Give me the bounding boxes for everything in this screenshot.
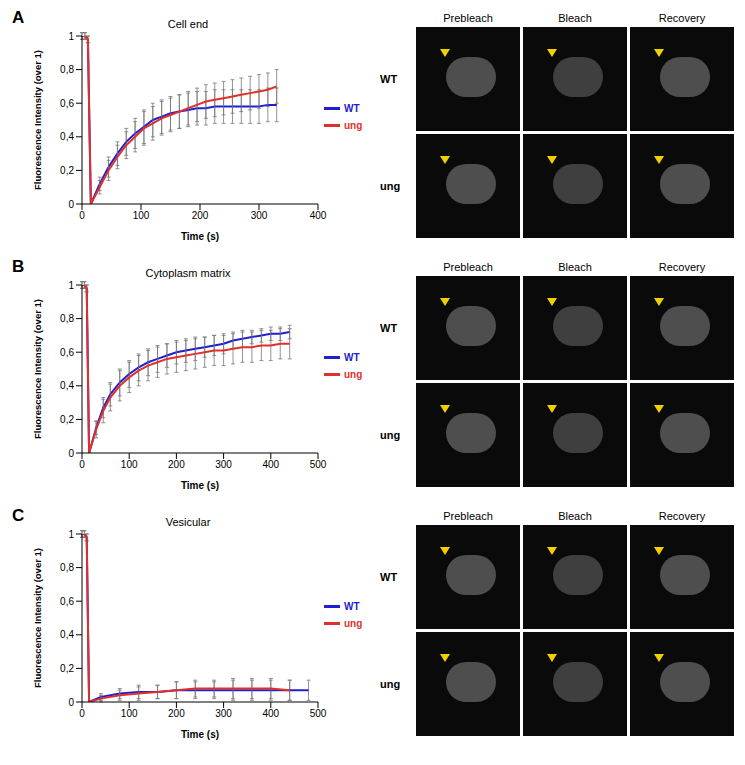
html-text:Bleach: Bleach bbox=[558, 12, 592, 24]
svg-text:0,2: 0,2 bbox=[60, 165, 74, 176]
svg-text:0,2: 0,2 bbox=[60, 414, 74, 425]
html-text:Prebleach: Prebleach bbox=[443, 261, 493, 273]
svg-text:0: 0 bbox=[79, 210, 85, 221]
svg-text:300: 300 bbox=[215, 708, 232, 719]
svg-text:300: 300 bbox=[251, 210, 268, 221]
svg-text:0,6: 0,6 bbox=[60, 596, 74, 607]
svg-text:1: 1 bbox=[68, 280, 74, 291]
svg-text:0: 0 bbox=[79, 708, 85, 719]
svg-text:200: 200 bbox=[168, 708, 185, 719]
svg-text:0,2: 0,2 bbox=[60, 663, 74, 674]
html-text:Cell end: Cell end bbox=[167, 18, 209, 30]
html-text:ung: ung bbox=[344, 618, 363, 629]
html-text:Recovery: Recovery bbox=[658, 261, 706, 273]
html-text:Bleach: Bleach bbox=[558, 261, 592, 273]
svg-text:0: 0 bbox=[79, 459, 85, 470]
html-text:WT: WT bbox=[344, 352, 360, 363]
html-text:Recovery: Recovery bbox=[658, 12, 706, 24]
html-text:WT: WT bbox=[344, 103, 360, 114]
svg-text:400: 400 bbox=[262, 708, 279, 719]
svg-text:0,6: 0,6 bbox=[60, 347, 74, 358]
svg-text:500: 500 bbox=[310, 708, 327, 719]
svg-text:0,8: 0,8 bbox=[60, 64, 74, 75]
html-text:WT: WT bbox=[380, 73, 398, 85]
svg-text:500: 500 bbox=[310, 459, 327, 470]
svg-text:Fluorescence Intensity (over 1: Fluorescence Intensity (over 1) bbox=[32, 548, 43, 688]
html-text:WT: WT bbox=[380, 322, 398, 334]
html-text:ung: ung bbox=[380, 180, 401, 192]
html-text:Cytoplasm matrix: Cytoplasm matrix bbox=[145, 267, 231, 279]
svg-text:Fluorescence Intensity (over 1: Fluorescence Intensity (over 1) bbox=[32, 50, 43, 190]
svg-text:0,6: 0,6 bbox=[60, 98, 74, 109]
html-text:Bleach: Bleach bbox=[558, 510, 592, 522]
svg-text:Time (s): Time (s) bbox=[181, 729, 219, 740]
svg-text:0,4: 0,4 bbox=[60, 629, 74, 640]
svg-text:400: 400 bbox=[262, 459, 279, 470]
svg-text:Time (s): Time (s) bbox=[181, 480, 219, 491]
html-text:WT: WT bbox=[344, 601, 360, 612]
svg-text:Time (s): Time (s) bbox=[181, 231, 219, 242]
svg-text:Fluorescence Intensity (over 1: Fluorescence Intensity (over 1) bbox=[32, 299, 43, 439]
html-text:Recovery: Recovery bbox=[658, 510, 706, 522]
svg-text:400: 400 bbox=[310, 210, 327, 221]
html-text:Prebleach: Prebleach bbox=[443, 510, 493, 522]
html-text:WT: WT bbox=[380, 571, 398, 583]
svg-text:200: 200 bbox=[168, 459, 185, 470]
svg-text:0: 0 bbox=[68, 448, 74, 459]
html-text:Vesicular: Vesicular bbox=[165, 516, 211, 528]
html-text:ung: ung bbox=[380, 429, 401, 441]
svg-text:0: 0 bbox=[68, 697, 74, 708]
html-text:Prebleach: Prebleach bbox=[443, 12, 493, 24]
svg-text:0,8: 0,8 bbox=[60, 562, 74, 573]
html-text:A: A bbox=[12, 8, 25, 27]
svg-text:100: 100 bbox=[133, 210, 150, 221]
svg-text:0,8: 0,8 bbox=[60, 313, 74, 324]
html-text:ung: ung bbox=[380, 678, 401, 690]
svg-text:0: 0 bbox=[68, 199, 74, 210]
html-text:C: C bbox=[12, 506, 25, 525]
svg-text:200: 200 bbox=[192, 210, 209, 221]
html-text:ung: ung bbox=[344, 120, 363, 131]
svg-text:300: 300 bbox=[215, 459, 232, 470]
svg-text:0,4: 0,4 bbox=[60, 380, 74, 391]
svg-text:1: 1 bbox=[68, 529, 74, 540]
svg-text:100: 100 bbox=[121, 708, 138, 719]
html-text:ung: ung bbox=[344, 369, 363, 380]
svg-text:100: 100 bbox=[121, 459, 138, 470]
svg-text:0,4: 0,4 bbox=[60, 131, 74, 142]
svg-text:1: 1 bbox=[68, 31, 74, 42]
html-text:B: B bbox=[12, 257, 25, 276]
